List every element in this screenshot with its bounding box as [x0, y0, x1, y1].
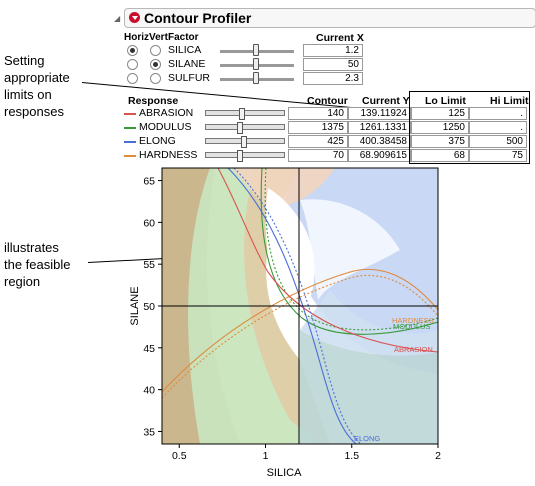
contour-profiler-panel: ◢ Contour Profiler Horiz Vert Factor Cur… — [114, 4, 535, 482]
col-current-x: Current X — [316, 32, 364, 44]
modulus-curve — [260, 168, 438, 335]
y-tick-label: 40 — [143, 385, 155, 397]
response-slider-modulus[interactable] — [205, 124, 285, 130]
hi-limit-modulus[interactable]: . — [469, 121, 527, 134]
x-tick-label: 0.5 — [172, 450, 187, 462]
lo-limit-elong[interactable]: 375 — [411, 135, 469, 148]
panel-header[interactable]: ◢ Contour Profiler — [114, 8, 535, 28]
contour-elong[interactable]: 425 — [288, 135, 348, 148]
current-y-modulus: 1261.1331 — [348, 121, 411, 134]
y-tick-label: 65 — [143, 176, 155, 188]
slider-thumb[interactable] — [253, 72, 259, 84]
response-swatch — [124, 155, 136, 157]
response-name: ELONG — [139, 135, 176, 147]
slider-thumb[interactable] — [253, 44, 259, 56]
annotation-line: appropriate — [4, 70, 70, 85]
col-lo-limit: Lo Limit — [425, 95, 466, 107]
curve-label-elong: ELONG — [354, 434, 380, 443]
current-y-hardness: 68.909615 — [348, 149, 411, 162]
col-contour: Contour — [307, 95, 348, 107]
annotation-line: region — [4, 274, 41, 289]
disclosure-triangle-icon[interactable]: ◢ — [114, 14, 121, 23]
x-tick-label: 1 — [263, 450, 269, 462]
factor-name: SILICA — [168, 44, 202, 56]
current-x-silica[interactable]: 1.2 — [303, 44, 363, 57]
factor-name: SILANE — [168, 58, 206, 70]
hi-limit-hardness[interactable]: 75 — [469, 149, 527, 162]
slider-thumb[interactable] — [239, 108, 245, 120]
response-name: HARDNESS — [139, 149, 198, 161]
abrasion-curve — [217, 168, 438, 353]
x-axis-label: SILICA — [267, 467, 303, 479]
annotation-line: limits on — [4, 87, 52, 102]
panel-title: Contour Profiler — [144, 10, 252, 26]
y-tick-label: 60 — [143, 217, 155, 229]
vert-radio-silica[interactable] — [150, 45, 161, 56]
hardness-curve — [162, 268, 438, 393]
col-factor: Factor — [168, 32, 199, 43]
y-axis-label: SILANE — [129, 286, 141, 325]
current-y-elong: 400.38458 — [348, 135, 411, 148]
current-x-sulfur[interactable]: 2.3 — [303, 72, 363, 85]
annotation-line: responses — [4, 104, 64, 119]
lo-limit-modulus[interactable]: 1250 — [411, 121, 469, 134]
response-swatch — [124, 127, 136, 129]
shaded-regions — [162, 168, 438, 444]
contour-modulus[interactable]: 1375 — [288, 121, 348, 134]
slider-thumb[interactable] — [237, 122, 243, 134]
current-x-silane[interactable]: 50 — [303, 58, 363, 71]
x-tick-label: 2 — [435, 450, 441, 462]
response-swatch — [124, 141, 136, 143]
annotation-limits: Setting appropriate limits on responses — [4, 52, 70, 120]
annotation-feasible: illustrates the feasible region — [4, 239, 71, 290]
contour-abrasion[interactable]: 140 — [288, 107, 348, 120]
hi-limit-elong[interactable]: 500 — [469, 135, 527, 148]
contour-curves — [162, 168, 438, 444]
response-name: MODULUS — [139, 121, 192, 133]
curve-label-abrasion: ABRASION — [394, 345, 433, 354]
contour-hardness[interactable]: 70 — [288, 149, 348, 162]
col-current-y: Current Y — [362, 95, 410, 107]
elong-curve — [227, 168, 357, 444]
col-horiz: Horiz — [124, 32, 149, 43]
current-y-abrasion: 139.11924 — [348, 107, 411, 120]
response-name: ABRASION — [139, 107, 194, 119]
lo-limit-abrasion[interactable]: 125 — [411, 107, 469, 120]
curve-label-hardness: HARDNESS — [392, 316, 434, 325]
horiz-radio-silane[interactable] — [127, 59, 138, 70]
slider-thumb[interactable] — [241, 136, 247, 148]
slider-thumb[interactable] — [237, 150, 243, 162]
limits-highlight-box — [409, 91, 530, 164]
lo-limit-hardness[interactable]: 68 — [411, 149, 469, 162]
y-tick-label: 55 — [143, 259, 155, 271]
y-tick-label: 50 — [143, 301, 155, 313]
response-swatch — [124, 113, 136, 115]
y-tick-label: 45 — [143, 343, 155, 355]
response-slider-hardness[interactable] — [205, 152, 285, 158]
factor-name: SULFUR — [168, 72, 211, 84]
response-slider-abrasion[interactable] — [205, 110, 285, 116]
horiz-radio-silica[interactable] — [127, 45, 138, 56]
vert-radio-sulfur[interactable] — [150, 73, 161, 84]
red-triangle-menu-icon[interactable] — [129, 12, 140, 23]
annotation-line: illustrates — [4, 240, 59, 255]
y-tick-label: 35 — [143, 426, 155, 438]
annotation-line: the feasible — [4, 257, 71, 272]
col-hi-limit: Hi Limit — [490, 95, 529, 107]
annotation-line: Setting — [4, 53, 45, 68]
vert-radio-silane[interactable] — [150, 59, 161, 70]
axis-ticks: 0.5 1 1.5 2 35 40 45 50 55 60 65 — [143, 176, 441, 462]
col-response: Response — [128, 95, 179, 107]
col-vert: Vert — [149, 32, 168, 43]
horiz-radio-sulfur[interactable] — [127, 73, 138, 84]
curve-label-modulus: MODULUS — [393, 322, 431, 331]
hi-limit-abrasion[interactable]: . — [469, 107, 527, 120]
x-tick-label: 1.5 — [344, 450, 359, 462]
slider-thumb[interactable] — [253, 58, 259, 70]
